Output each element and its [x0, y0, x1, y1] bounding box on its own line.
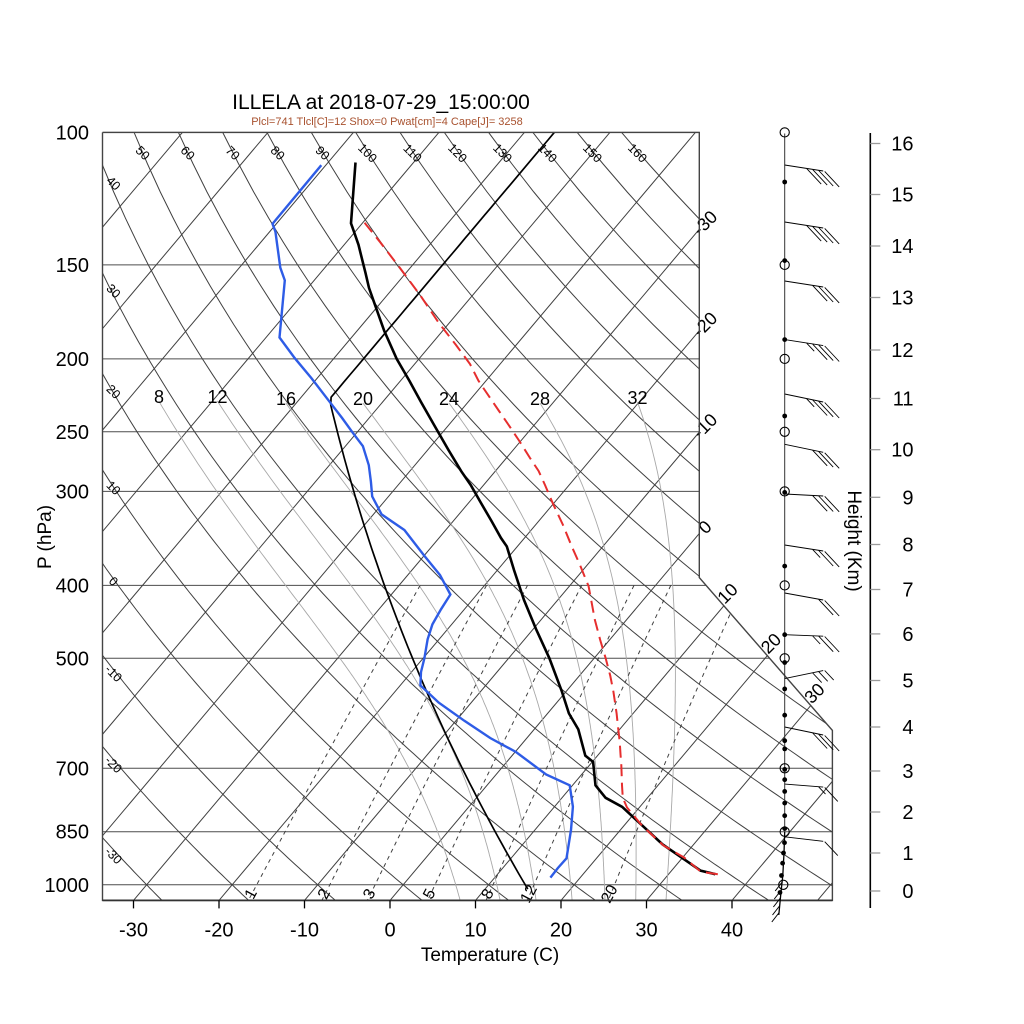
svg-text:7: 7 [902, 580, 913, 602]
svg-text:5: 5 [902, 671, 913, 693]
svg-text:10: 10 [891, 440, 913, 462]
svg-text:Plcl=741 Tlcl[C]=12 Shox=0 Pwa: Plcl=741 Tlcl[C]=12 Shox=0 Pwat[cm]=4 Ca… [251, 116, 523, 128]
svg-text:12: 12 [891, 340, 913, 362]
svg-text:0: 0 [902, 881, 913, 903]
svg-text:11: 11 [893, 389, 914, 411]
svg-text:Temperature (C): Temperature (C) [421, 945, 559, 966]
svg-text:15: 15 [891, 185, 913, 207]
svg-text:ILLELA at 2018-07-29_15:00:00: ILLELA at 2018-07-29_15:00:00 [232, 91, 530, 114]
svg-text:9: 9 [902, 487, 913, 509]
svg-text:4: 4 [902, 717, 913, 739]
svg-text:300: 300 [56, 481, 89, 503]
svg-text:Height (Km): Height (Km) [843, 490, 864, 591]
svg-text:16: 16 [276, 389, 296, 409]
svg-text:-20: -20 [205, 919, 234, 941]
svg-text:2: 2 [902, 802, 913, 824]
svg-text:0: 0 [384, 919, 395, 941]
svg-text:24: 24 [439, 389, 459, 409]
svg-text:14: 14 [891, 236, 913, 258]
svg-text:20: 20 [550, 919, 572, 941]
svg-text:16: 16 [891, 134, 913, 156]
svg-text:850: 850 [56, 822, 89, 844]
svg-text:250: 250 [56, 422, 89, 444]
svg-text:30: 30 [635, 919, 657, 941]
svg-text:700: 700 [56, 758, 89, 780]
svg-text:400: 400 [56, 575, 89, 597]
svg-text:8: 8 [154, 387, 164, 407]
svg-text:1000: 1000 [45, 875, 90, 897]
svg-text:1: 1 [902, 843, 913, 865]
svg-text:8: 8 [902, 535, 913, 557]
svg-text:12: 12 [207, 387, 227, 407]
svg-text:200: 200 [56, 349, 89, 371]
svg-text:-30: -30 [119, 919, 148, 941]
svg-text:500: 500 [56, 648, 89, 670]
svg-text:P (hPa): P (hPa) [35, 505, 56, 569]
svg-text:100: 100 [56, 122, 89, 144]
svg-text:40: 40 [721, 919, 743, 941]
svg-text:28: 28 [530, 389, 550, 409]
svg-text:-10: -10 [290, 919, 319, 941]
svg-text:20: 20 [353, 389, 373, 409]
svg-text:13: 13 [891, 288, 913, 310]
svg-text:10: 10 [464, 919, 486, 941]
svg-text:3: 3 [902, 761, 913, 783]
svg-text:6: 6 [902, 624, 913, 646]
svg-text:32: 32 [627, 388, 647, 408]
svg-text:150: 150 [56, 255, 89, 277]
